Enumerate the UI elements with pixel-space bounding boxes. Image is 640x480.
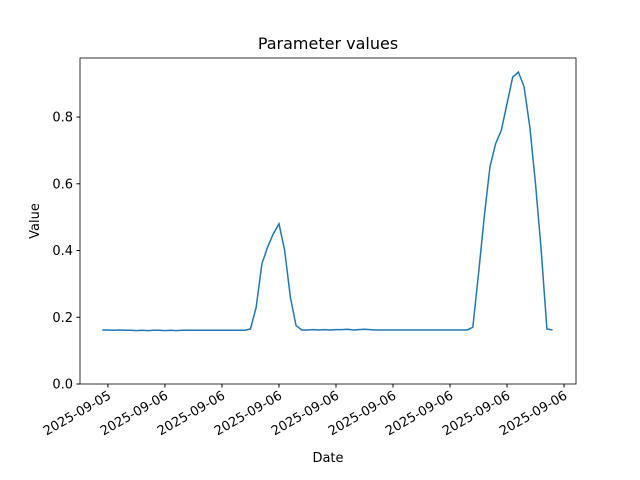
y-tick-label: 0.2: [52, 311, 73, 326]
chart-title: Parameter values: [258, 34, 398, 53]
plot-frame: [79, 57, 577, 385]
y-tick-label: 0.6: [52, 177, 73, 192]
y-tick-label: 0.4: [52, 244, 73, 259]
y-axis-label: Value: [28, 203, 43, 239]
y-tick-label: 0.8: [52, 111, 73, 126]
y-tick-label: 0.0: [52, 378, 73, 393]
x-axis-label: Date: [312, 451, 343, 466]
data-line: [102, 70, 553, 332]
